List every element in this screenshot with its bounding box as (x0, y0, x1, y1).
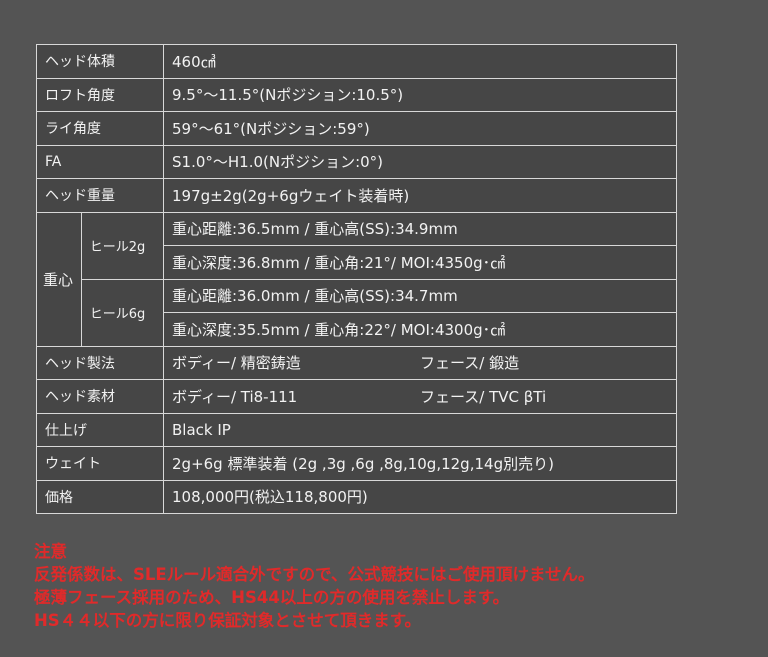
table-row: ロフト角度 9.5°〜11.5°(Nポジション:10.5°) (36, 77, 677, 112)
row-value: 2g+6g 標準装着 (2g ,3g ,6g ,8g,10g,12g,14g別売… (163, 446, 677, 481)
table-row: ヘッド体積 460㎤ (36, 44, 677, 79)
row-value: ボディー/ Ti8-111 フェース/ TVC βTi (163, 379, 677, 414)
row-value: 59°〜61°(Nポジション:59°) (163, 111, 677, 146)
body-method: ボディー/ 精密鋳造 (172, 354, 301, 373)
row-label: ヘッド体積 (36, 44, 164, 79)
row-value: 108,000円(税込118,800円) (163, 479, 677, 514)
notice-title: 注意 (34, 542, 67, 561)
notice: 注意 反発係数は、SLEルール適合外ですので、公式競技にはご使用頂けません。 極… (34, 540, 595, 632)
row-label: 価格 (36, 479, 164, 514)
table-row: 仕上げ Black IP (36, 412, 677, 447)
face-method: フェース/ 鍛造 (420, 354, 520, 373)
cog-group-label: ヒール2g (80, 211, 165, 280)
table-row: 重心深度:35.5mm / 重心角:22°/ MOI:4300g･㎠ (37, 312, 677, 347)
notice-line: 極薄フェース採用のため、HS44以上の方の使用を禁止します。 (34, 588, 510, 607)
table-row: 価格 108,000円(税込118,800円) (36, 479, 677, 514)
body-material: ボディー/ Ti8-111 (172, 387, 298, 406)
row-value: 9.5°〜11.5°(Nポジション:10.5°) (163, 77, 677, 112)
notice-line: 反発係数は、SLEルール適合外ですので、公式競技にはご使用頂けません。 (34, 565, 595, 584)
row-value: S1.0°〜H1.0(Nポジション:0°) (163, 144, 677, 179)
row-value: ボディー/ 精密鋳造 フェース/ 鍛造 (163, 345, 677, 380)
row-label: ヘッド重量 (36, 178, 164, 213)
row-label: FA (36, 144, 164, 179)
table-row: 重心深度:36.8mm / 重心角:21°/ MOI:4350g･㎠ (37, 245, 677, 280)
cog-group-label: ヒール6g (80, 278, 165, 347)
face-material: フェース/ TVC βTi (420, 387, 547, 406)
spec-table: ヘッド体積 460㎤ ロフト角度 9.5°〜11.5°(Nポジション:10.5°) … (36, 44, 677, 514)
cog-label: 重心 (36, 211, 82, 347)
row-label: ライ角度 (36, 111, 164, 146)
row-value: 重心距離:36.0mm / 重心高(SS):34.7mm (163, 278, 677, 313)
row-value: 重心深度:36.8mm / 重心角:21°/ MOI:4350g･㎠ (163, 245, 677, 280)
row-value: 197g±2g(2g+6gウェイト装着時) (163, 178, 677, 213)
table-row: ヘッド製法 ボディー/ 精密鋳造 フェース/ 鍛造 (36, 345, 677, 380)
row-value: 460㎤ (163, 44, 677, 79)
row-label: ウェイト (36, 446, 164, 481)
table-row: ヒール6g 重心距離:36.0mm / 重心高(SS):34.7mm (37, 278, 677, 347)
row-label: 仕上げ (36, 412, 164, 447)
table-row: ヘッド重量 197g±2g(2g+6gウェイト装着時) (36, 178, 677, 213)
table-row: FA S1.0°〜H1.0(Nポジション:0°) (36, 144, 677, 179)
row-label: ロフト角度 (36, 77, 164, 112)
table-row: ライ角度 59°〜61°(Nポジション:59°) (36, 111, 677, 146)
row-label: ヘッド素材 (36, 379, 164, 414)
row-value: 重心距離:36.5mm / 重心高(SS):34.9mm (163, 211, 677, 246)
row-value: 重心深度:35.5mm / 重心角:22°/ MOI:4300g･㎠ (163, 312, 677, 347)
table-row: ヘッド素材 ボディー/ Ti8-111 フェース/ TVC βTi (36, 379, 677, 414)
row-value: Black IP (163, 412, 677, 447)
table-row: ウェイト 2g+6g 標準装着 (2g ,3g ,6g ,8g,10g,12g,1… (36, 446, 677, 481)
table-row: 重心 ヒール2g 重心距離:36.5mm / 重心高(SS):34.9mm (36, 211, 677, 347)
notice-line: HS４４以下の方に限り保証対象とさせて頂きます。 (34, 611, 422, 630)
row-label: ヘッド製法 (36, 345, 164, 380)
